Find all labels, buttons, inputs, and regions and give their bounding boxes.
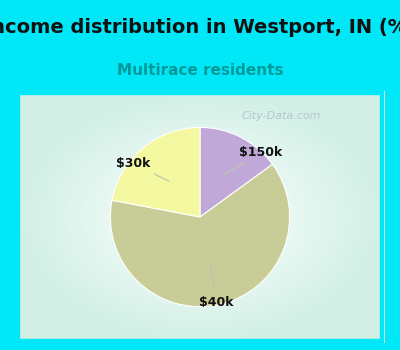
Text: $150k: $150k bbox=[223, 146, 282, 176]
Text: City-Data.com: City-Data.com bbox=[241, 111, 321, 121]
Text: Multirace residents: Multirace residents bbox=[117, 63, 283, 78]
Text: $30k: $30k bbox=[116, 157, 169, 181]
Wedge shape bbox=[200, 127, 272, 217]
Text: $40k: $40k bbox=[199, 264, 233, 309]
Wedge shape bbox=[110, 164, 290, 307]
Wedge shape bbox=[112, 127, 200, 217]
Text: Income distribution in Westport, IN (%): Income distribution in Westport, IN (%) bbox=[0, 18, 400, 37]
